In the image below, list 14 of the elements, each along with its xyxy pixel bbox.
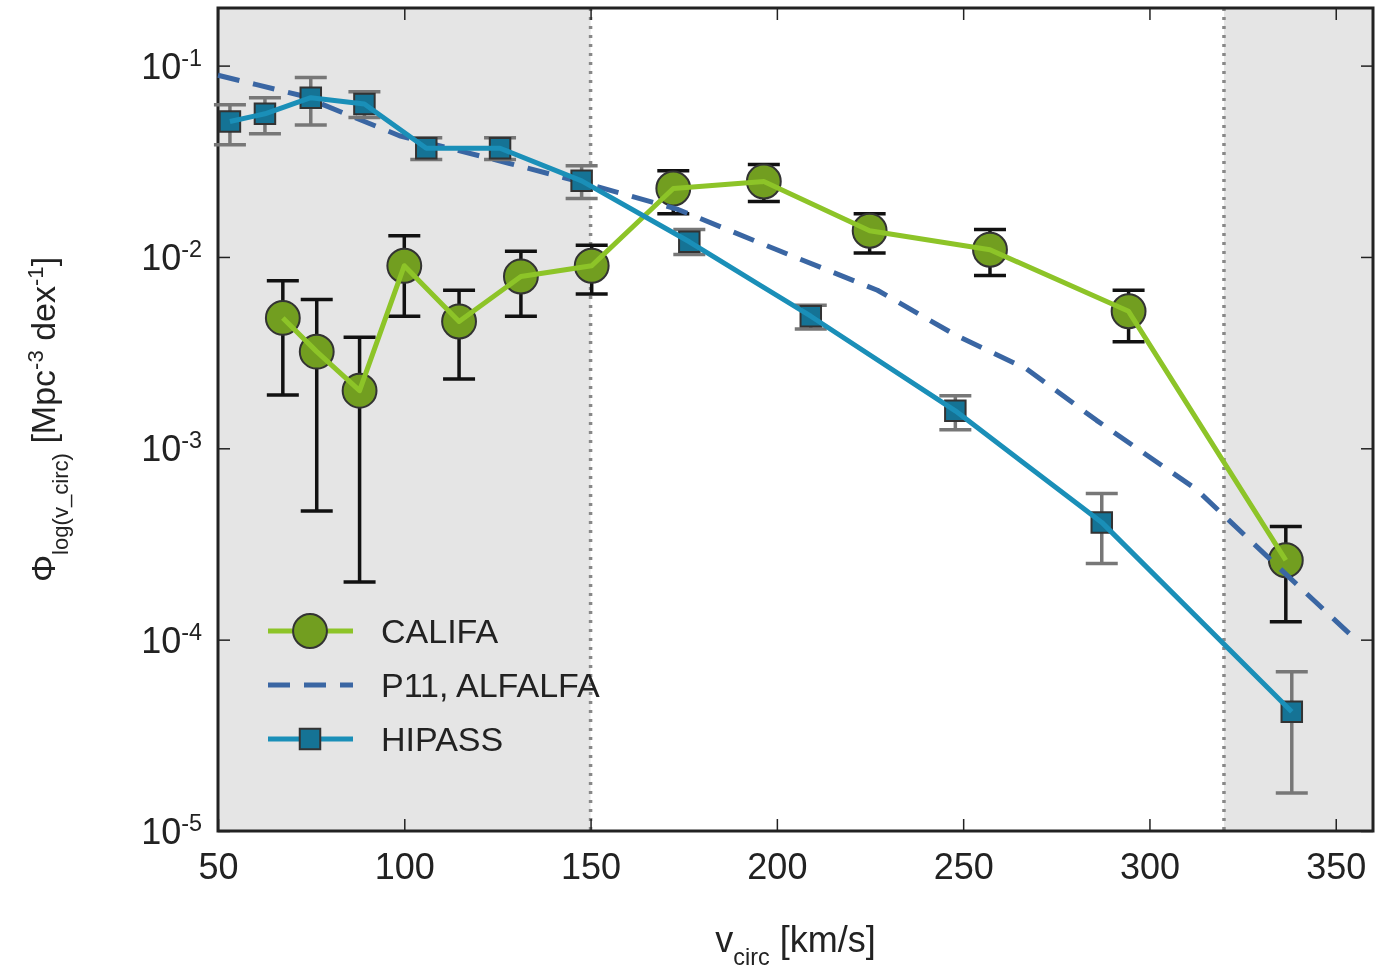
- legend-label: HIPASS: [381, 719, 504, 758]
- x-tick-label: 150: [561, 845, 622, 887]
- y-tick-label: 10$^{-2}$: [141, 236, 202, 279]
- x-tick-label: 350: [1306, 845, 1367, 887]
- y-tick-label: 10$^{-1}$: [141, 44, 202, 87]
- x-tick-label: 250: [933, 845, 994, 887]
- y-tick-label: 10$^{-4}$: [141, 618, 202, 661]
- legend-label: CALIFA: [381, 611, 499, 650]
- x-tick-label: 100: [374, 845, 435, 887]
- x-axis-title: v$_{circ}$ [km/s]: [715, 919, 876, 965]
- legend-label: P11, ALFALFA: [381, 665, 600, 704]
- x-tick-label: 200: [747, 845, 808, 887]
- y-tick-label: 10$^{-3}$: [141, 427, 202, 470]
- x-tick-label: 300: [1119, 845, 1180, 887]
